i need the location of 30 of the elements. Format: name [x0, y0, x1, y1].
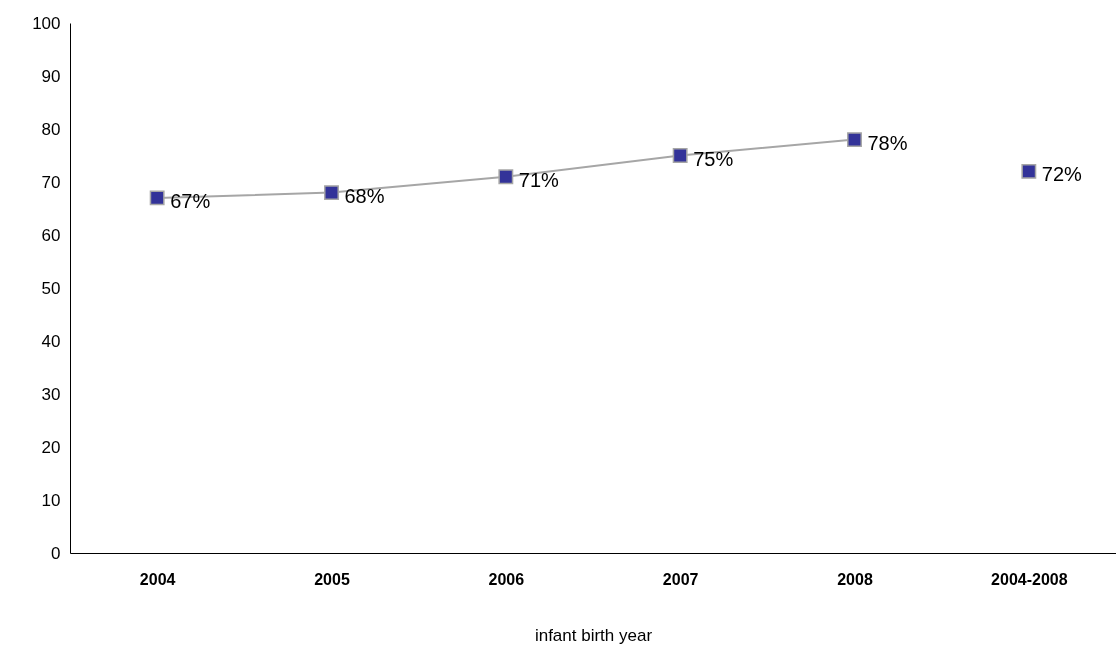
data-label: 68%: [344, 184, 385, 207]
y-tick-label: 60: [41, 225, 61, 245]
y-tick-label: 70: [41, 172, 61, 192]
y-tick-label: 90: [41, 66, 61, 86]
point: [324, 185, 339, 201]
point: [847, 132, 862, 148]
y-tick-label: 80: [41, 119, 61, 139]
x-tick-label: 2008: [837, 570, 873, 588]
x-tick-label: 2004-2008: [991, 570, 1068, 588]
point: [672, 148, 688, 163]
data-label: 78%: [867, 131, 908, 154]
data-label: 72%: [1041, 163, 1083, 186]
y-tick-label: 40: [41, 331, 61, 351]
y-tick-label: 0: [51, 543, 61, 563]
y-tick-label: 50: [41, 278, 61, 298]
y-tick-label: 20: [41, 437, 61, 457]
x-axis-title: infant birth year: [534, 625, 653, 645]
y-tick-label: 30: [41, 384, 61, 404]
data-label: 67%: [170, 189, 211, 212]
data-label: 71%: [518, 168, 560, 191]
point: [149, 190, 165, 206]
x-tick-label: 2005: [314, 570, 350, 588]
data-label: 75%: [693, 147, 734, 170]
point: [1021, 163, 1037, 179]
point: [498, 169, 514, 185]
x-tick-label: 2007: [662, 570, 699, 588]
x-tick-label: 2004: [139, 570, 176, 588]
x-tick-label: 2006: [488, 570, 525, 588]
y-tick-label: 10: [41, 490, 61, 510]
y-tick-label: 100: [32, 13, 61, 33]
